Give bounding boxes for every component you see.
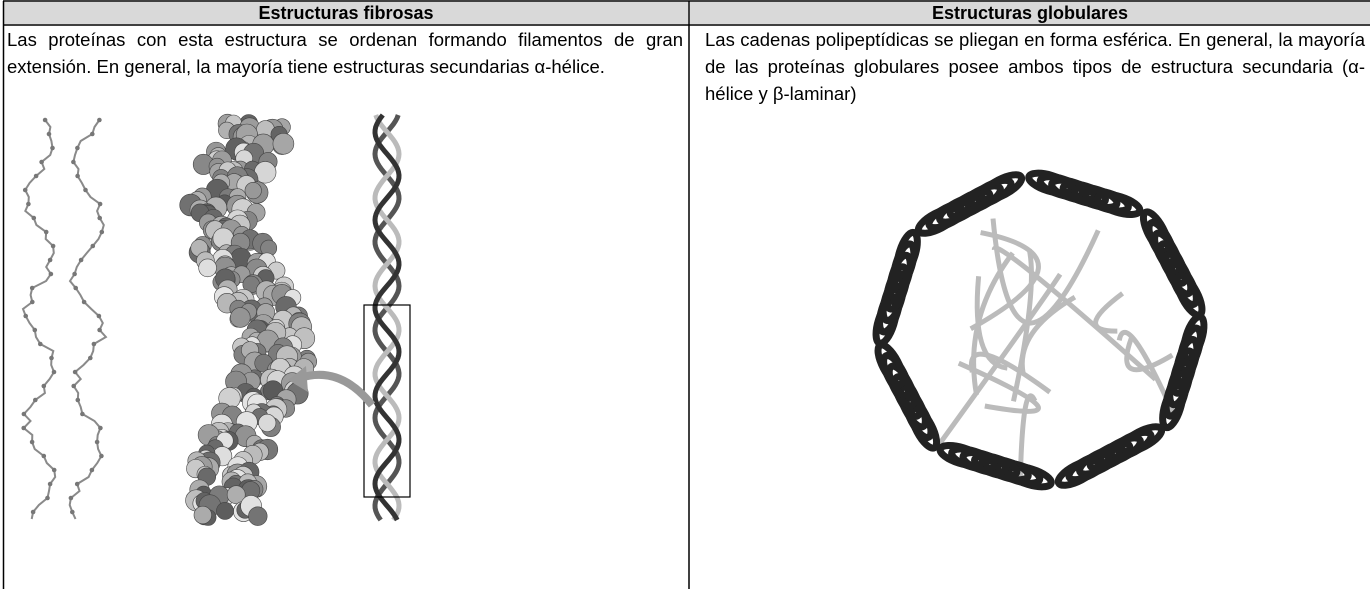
atom [88, 355, 93, 361]
atom [90, 243, 96, 249]
atom [78, 257, 84, 263]
beta-strand [933, 272, 1063, 451]
alpha-helix-turn [893, 228, 921, 279]
atom [31, 215, 37, 221]
atom [21, 425, 27, 431]
beta-strand [969, 230, 1041, 331]
beta-strand [974, 276, 1008, 371]
atom [47, 481, 53, 487]
atom [90, 131, 95, 137]
atom [97, 327, 102, 333]
atom [71, 159, 76, 165]
cell-text: Las proteínas con esta estructura se ord… [7, 29, 683, 77]
atom [29, 285, 35, 291]
atom [48, 271, 54, 277]
atom [99, 229, 105, 235]
alpha-helix-turn [1054, 456, 1102, 489]
beta-strand [1124, 337, 1174, 373]
atom [68, 495, 74, 501]
atom [22, 187, 28, 193]
atom [21, 411, 27, 417]
atom-sphere [198, 258, 217, 278]
atom [51, 369, 57, 375]
arrow [298, 370, 376, 408]
arrow-head [288, 366, 308, 392]
atom [72, 271, 77, 277]
atom [74, 481, 80, 487]
atom [42, 117, 48, 123]
fibrous-protein-image [21, 113, 411, 526]
atom [51, 467, 57, 473]
atom [50, 243, 56, 249]
beta-strand [1019, 294, 1077, 375]
atom [26, 201, 31, 207]
atom-sphere [216, 502, 234, 520]
stick-chain [68, 119, 108, 520]
globular-protein-image [872, 169, 1208, 491]
beta-strand [991, 245, 1158, 382]
atom [33, 397, 38, 403]
atom [75, 397, 81, 403]
atom [72, 369, 78, 375]
atom [80, 411, 85, 417]
beta-strand [1093, 291, 1125, 334]
atom-sphere [248, 506, 268, 526]
stick-chain [21, 119, 57, 520]
column-header: Estructuras fibrosas [4, 2, 688, 24]
alpha-helix-turn [1094, 190, 1144, 219]
atom [89, 467, 95, 473]
atom [45, 495, 50, 501]
alpha-helix-turn [1159, 381, 1187, 432]
atom [97, 117, 102, 123]
atom-sphere [272, 133, 295, 155]
beta-strand [1017, 393, 1038, 478]
atom [30, 509, 36, 515]
atom [81, 299, 87, 305]
atom-sphere [258, 413, 277, 432]
atom [97, 215, 102, 221]
atom [75, 173, 80, 179]
atom-sphere [226, 485, 246, 505]
alpha-helix-turn [978, 171, 1026, 204]
atom [97, 201, 103, 207]
atom [71, 383, 76, 389]
atom [73, 285, 78, 291]
atom [83, 187, 88, 193]
atom [91, 341, 97, 347]
atom-sphere [230, 307, 251, 328]
atom-sphere [193, 505, 212, 525]
atom [94, 439, 100, 445]
helix-strand [372, 113, 402, 522]
alpha-helix-turn [936, 441, 986, 470]
atom [23, 313, 29, 319]
beta-strand [1011, 248, 1034, 402]
alpha-helix-turn [1173, 271, 1206, 319]
beta-strand [1116, 329, 1177, 416]
atom [96, 313, 102, 319]
atom [32, 327, 38, 333]
atom [30, 299, 35, 305]
atom [41, 453, 47, 459]
atom [33, 173, 39, 179]
atom [70, 509, 75, 515]
atom [43, 229, 49, 235]
atom [50, 145, 55, 151]
atom [75, 145, 80, 151]
atom [29, 439, 35, 445]
atom [39, 159, 44, 165]
column-header: Estructuras globulares [690, 2, 1370, 24]
atom [38, 341, 43, 347]
cell-text: Las cadenas polipeptídicas se pliegan en… [705, 29, 1365, 104]
atom [46, 131, 52, 137]
helix-strand [372, 114, 402, 522]
atom-sphere [244, 182, 262, 200]
atom [98, 425, 103, 431]
atom [41, 383, 47, 389]
atom [99, 453, 104, 459]
atom [47, 257, 53, 263]
atom [49, 355, 54, 361]
